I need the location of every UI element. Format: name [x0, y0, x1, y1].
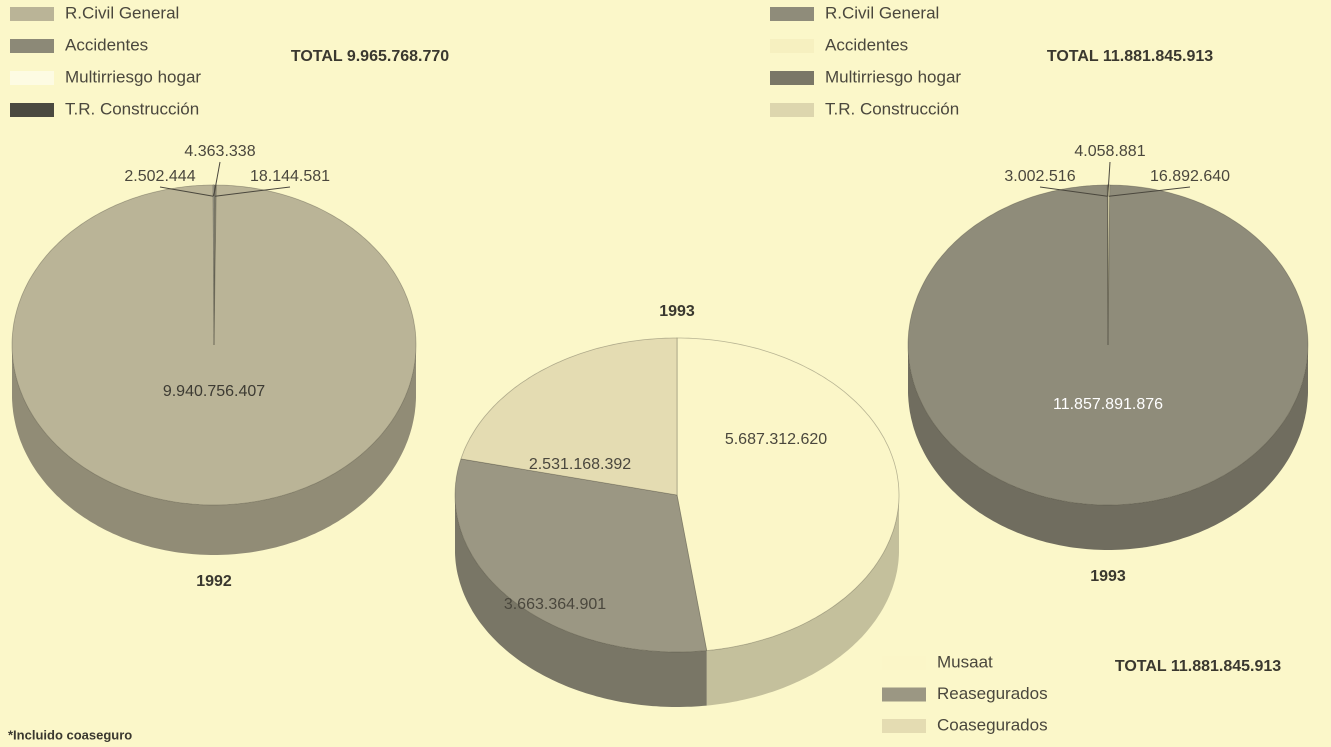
legend-label: T.R. Construcción [65, 99, 199, 118]
pie-slice [460, 337, 678, 496]
legend-swatch [10, 7, 54, 21]
legend-swatch [770, 71, 814, 85]
leader-line [213, 161, 221, 197]
legend-swatch [770, 103, 814, 117]
leader-line [1108, 186, 1191, 197]
legend-swatch [882, 687, 926, 702]
legend-label: T.R. Construcción [825, 99, 959, 118]
value-label: 3.663.364.901 [504, 596, 606, 613]
pie-side [706, 495, 899, 706]
value-label: 2.502.444 [124, 168, 195, 185]
value-label: 4.363.338 [184, 143, 255, 160]
legend-label: R.Civil General [825, 3, 939, 22]
total-label: TOTAL 11.881.845.913 [1115, 658, 1281, 675]
value-label: 2.531.168.392 [529, 456, 631, 473]
total-label: TOTAL 9.965.768.770 [291, 48, 449, 65]
pie-title: 1993 [1090, 568, 1126, 585]
pie-slice [676, 337, 900, 652]
footnote: *Incluido coaseguro [8, 727, 132, 742]
legend-label: Accidentes [825, 35, 908, 54]
pie-title: 1993 [659, 303, 695, 320]
leader-line [1039, 186, 1108, 197]
legend-label: Reasegurados [937, 684, 1048, 703]
pie-side [455, 495, 707, 707]
legend-label: Coasegurados [937, 715, 1048, 734]
legend-label: Multirriesgo hogar [65, 67, 201, 86]
pie-slice [212, 184, 215, 346]
value-label: 9.940.756.407 [163, 383, 265, 400]
legend-label: R.Civil General [65, 3, 179, 22]
legend-swatch [10, 103, 54, 117]
pie-slice [454, 458, 708, 653]
pie-slice [1106, 184, 1109, 346]
legend-swatch [882, 719, 926, 733]
legend-label: Multirriesgo hogar [825, 67, 961, 86]
pie-side [12, 345, 416, 555]
value-label: 3.002.516 [1004, 168, 1075, 185]
legend-swatch [770, 7, 814, 21]
value-label: 18.144.581 [250, 168, 330, 185]
leader-line [215, 186, 291, 197]
value-label: 5.687.312.620 [725, 431, 827, 448]
leader-line [1107, 161, 1111, 197]
leader-line [159, 186, 214, 197]
value-label: 11.857.891.876 [1053, 396, 1163, 413]
pie-side [908, 345, 1308, 550]
legend-swatch [882, 656, 926, 670]
pie-title: 1992 [196, 573, 232, 590]
legend-swatch [10, 39, 54, 53]
legend-swatch [10, 71, 54, 85]
legend-label: Musaat [937, 652, 993, 671]
value-label: 4.058.881 [1074, 143, 1145, 160]
value-label: 16.892.640 [1150, 168, 1230, 185]
legend-swatch [770, 39, 814, 53]
total-label: TOTAL 11.881.845.913 [1047, 48, 1213, 65]
legend-label: Accidentes [65, 35, 148, 54]
